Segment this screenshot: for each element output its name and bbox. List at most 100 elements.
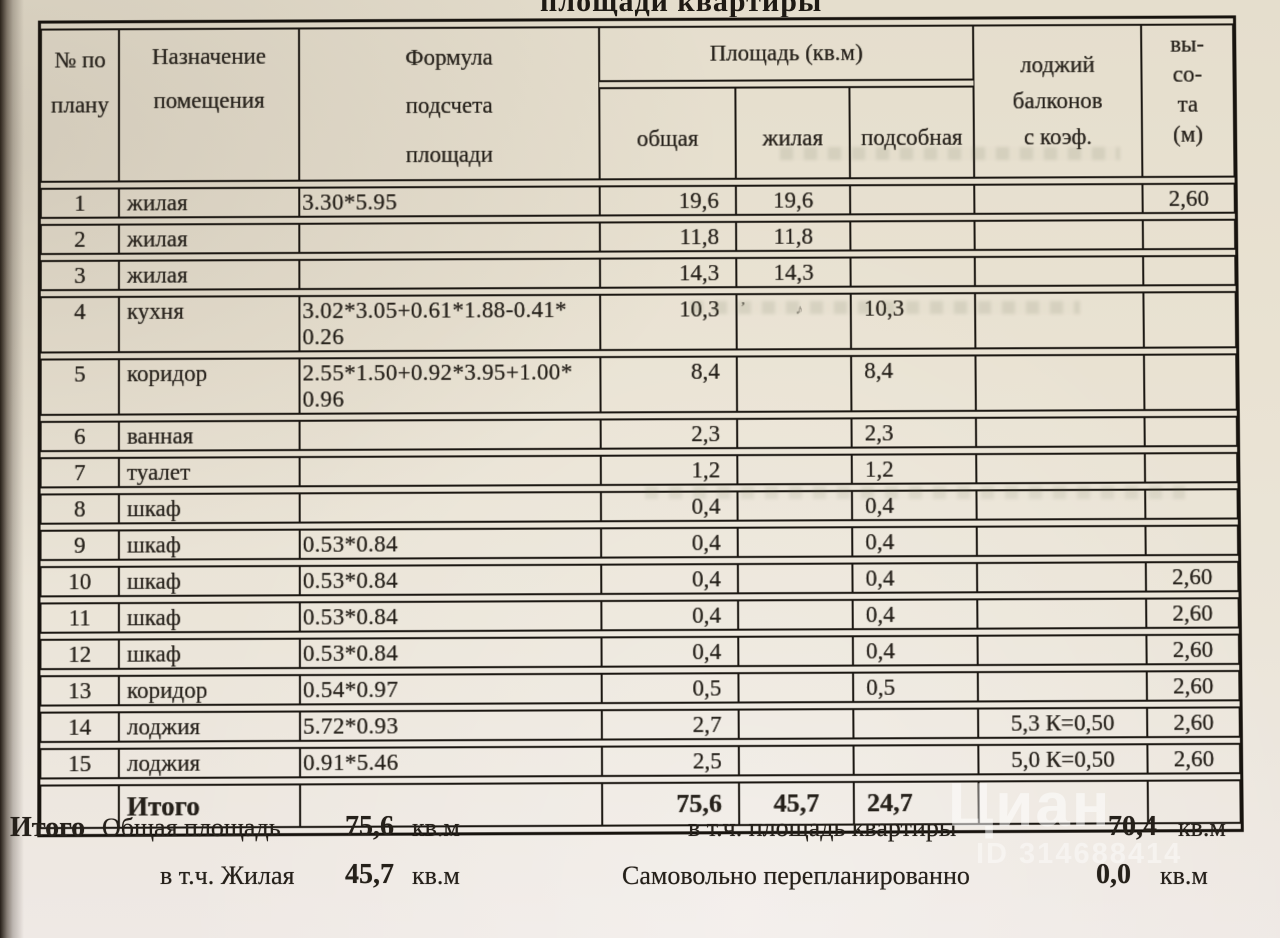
table-row: 1 жилая 3.30*5.95 19,6 19,6 2,60: [40, 182, 1235, 219]
cell-area-aux: [850, 255, 975, 288]
summary-line1-right-label: в т.ч. площадь квартиры: [688, 813, 957, 842]
header-area-aux: подсобная: [849, 85, 975, 180]
cell-formula: [299, 490, 602, 524]
cell-formula: [299, 257, 601, 290]
summary-line1-right-unit: кв.м: [1178, 813, 1226, 842]
cell-area-total: 0,5: [601, 672, 739, 705]
header-purpose: Назначение помещения: [118, 27, 300, 183]
table-body: 1 жилая 3.30*5.95 19,6 19,6 2,60 2 жилая…: [40, 182, 1241, 830]
cell-area-total: 2,5: [601, 744, 739, 777]
cell-area-living: 11,8: [736, 220, 851, 252]
summary-line2-right-label: Самовольно перепланированно: [622, 861, 970, 890]
table-row: 3 жилая 14,3 14,3: [40, 254, 1236, 292]
cell-area-total: 19,6: [599, 184, 737, 217]
cell-formula: 0.54*0.97: [299, 672, 602, 706]
table-row: 14 лоджия 5.72*0.93 2,7 5,3 К=0,50 2,60: [40, 706, 1240, 743]
summary-line2-left-unit: кв.м: [412, 861, 460, 890]
table-row: 13 коридор 0.54*0.97 0,5 0,5 2,60: [40, 669, 1240, 707]
summary-line1-left-unit: кв.м: [412, 813, 460, 842]
cell-plan-no: 10: [40, 565, 119, 598]
cell-area-living: [737, 453, 852, 486]
cell-area-living: [736, 354, 852, 413]
table-row: 6 ванная 2,3 2,3: [40, 415, 1238, 453]
cell-height: 2,60: [1146, 669, 1240, 702]
summary-line1-left-value: 75,6: [345, 811, 394, 842]
table-row: 11 шкаф 0.53*0.84 0,4 0,4 2,60: [40, 597, 1239, 634]
cell-formula: 0.53*0.84: [299, 636, 602, 669]
cell-area-living: [737, 417, 852, 449]
cell-area-total: 8,4: [600, 355, 738, 414]
table-row: 2 жилая 11,8 11,8: [40, 218, 1236, 255]
cell-plan-no: 6: [40, 420, 119, 453]
cell-purpose: коридор: [118, 673, 300, 707]
cell-purpose: шкаф: [118, 528, 300, 561]
cell-loggia: [976, 561, 1147, 594]
bleedthrough-smudge: [780, 147, 1120, 160]
table-row: 15 лоджия 0.91*5.46 2,5 5,0 К=0,50 2,60: [40, 742, 1241, 780]
summary-line2-right-unit: кв.м: [1160, 861, 1208, 890]
cell-area-aux: 8,4: [851, 354, 976, 413]
summary-line2-right-value: 0,0: [1096, 859, 1131, 890]
header-area-group: Площадь (кв.м): [599, 24, 974, 83]
cell-plan-no: 4: [40, 295, 119, 354]
cell-formula: 2.55*1.50+0.92*3.95+1.00* 0.96: [299, 355, 601, 415]
cell-formula: 0.53*0.84: [299, 527, 602, 560]
cell-purpose: жилая: [118, 258, 300, 291]
cell-area-aux: 0,5: [853, 670, 978, 703]
cell-formula: [299, 221, 600, 254]
cell-purpose: коридор: [118, 357, 300, 416]
cell-area-living: 14,3: [736, 256, 851, 289]
cell-loggia: 5,0 К=0,50: [978, 743, 1148, 776]
cell-area-total: 0,4: [601, 526, 738, 559]
cell-area-total: 14,3: [599, 256, 737, 289]
document-title-clipped: площади квартиры: [540, 0, 980, 17]
cell-area-aux: [850, 219, 975, 252]
cell-area-total: 2,7: [601, 708, 739, 741]
cell-purpose: шкаф: [118, 564, 300, 597]
cell-formula: 3.02*3.05+0.61*1.88-0.41* 0.26: [299, 293, 601, 353]
cell-area-living: [737, 526, 853, 558]
table-row: 10 шкаф 0.53*0.84 0,4 0,4 2,60: [40, 560, 1239, 598]
cell-height: [1143, 290, 1237, 349]
cell-formula: [299, 418, 601, 451]
cell-purpose: шкаф: [118, 637, 300, 670]
document-title-text: площади квартиры: [540, 0, 823, 17]
cell-plan-no: 9: [40, 529, 119, 561]
table-row: 5 коридор 2.55*1.50+0.92*3.95+1.00* 0.96…: [40, 353, 1237, 416]
table-row: 12 шкаф 0.53*0.84 0,4 0,4 2,60: [40, 633, 1240, 671]
cell-formula: 0.53*0.84: [299, 599, 602, 633]
cell-purpose: лоджия: [118, 710, 301, 743]
summary-line1-left-label: Общая площадь: [102, 813, 281, 842]
cell-height: 2,60: [1146, 597, 1239, 629]
cell-height: [1142, 218, 1236, 251]
cell-plan-no: 5: [40, 358, 119, 416]
cell-area-total: 0,4: [601, 599, 739, 632]
cell-height: 2,60: [1147, 706, 1240, 739]
cell-formula: 0.91*5.46: [300, 745, 603, 779]
cell-loggia: [974, 255, 1144, 288]
cell-area-aux: 0,4: [852, 561, 978, 594]
cell-area-living: [738, 598, 853, 631]
cell-plan-no: 11: [40, 601, 119, 634]
cell-plan-no: 14: [40, 711, 119, 743]
cell-height: 2,60: [1146, 633, 1240, 666]
cell-area-living: 19,6: [735, 184, 851, 216]
cell-purpose: шкаф: [118, 492, 300, 525]
summary-line2-left-label: в т.ч. Жилая: [160, 861, 295, 890]
header-plan-no: № по плану: [40, 28, 119, 183]
cell-loggia: [977, 633, 1147, 666]
summary-total-label: Итого: [10, 812, 86, 843]
cell-formula: 3.30*5.95: [299, 185, 600, 218]
cell-loggia: [977, 670, 1147, 703]
cell-height: [1143, 353, 1237, 411]
cell-area-total: 2,3: [600, 417, 738, 450]
cell-plan-no: 1: [40, 187, 119, 219]
cell-height: 2,60: [1147, 742, 1241, 775]
cell-purpose: лоджия: [118, 746, 301, 780]
header-area-living: жилая: [735, 85, 851, 180]
cell-height: 2,60: [1145, 560, 1239, 593]
cell-area-aux: 0,4: [852, 598, 978, 631]
cell-plan-no: 2: [40, 223, 119, 255]
cell-area-living: [737, 562, 853, 595]
